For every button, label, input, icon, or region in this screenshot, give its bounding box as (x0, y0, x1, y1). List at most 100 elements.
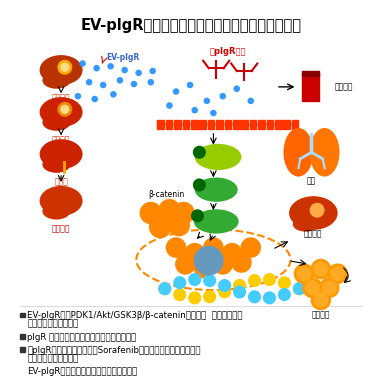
Circle shape (135, 70, 142, 76)
Bar (258, 120, 265, 129)
Text: P: P (197, 182, 202, 188)
Ellipse shape (40, 186, 83, 216)
Circle shape (233, 285, 246, 299)
Text: EV-plgR: EV-plgR (106, 53, 139, 62)
Ellipse shape (42, 156, 70, 173)
Text: 肝癌早期: 肝癌早期 (52, 135, 70, 144)
Ellipse shape (40, 139, 83, 169)
Bar (174, 120, 181, 129)
Circle shape (203, 290, 216, 303)
Bar (302, 71, 310, 76)
Circle shape (93, 65, 100, 71)
Circle shape (193, 179, 206, 191)
Circle shape (191, 107, 198, 114)
Bar (312, 71, 319, 76)
Ellipse shape (293, 217, 319, 232)
Text: 轉移: 轉移 (307, 177, 316, 186)
Ellipse shape (40, 97, 83, 127)
Circle shape (278, 288, 291, 301)
Circle shape (311, 290, 331, 310)
Text: EV-plgR是潛在的肝癌生物標記和治療靶點: EV-plgR是潛在的肝癌生物標記和治療靶點 (27, 367, 138, 376)
Text: 腫瘤生長: 腫瘤生長 (304, 229, 323, 238)
Bar (20, 334, 25, 339)
Circle shape (107, 63, 114, 70)
Bar (225, 120, 231, 129)
Circle shape (158, 199, 181, 221)
Text: 生物標記: 生物標記 (335, 82, 353, 91)
Circle shape (222, 243, 242, 264)
Bar (292, 120, 298, 129)
Circle shape (313, 293, 328, 307)
Circle shape (263, 291, 276, 305)
Circle shape (188, 273, 201, 286)
Circle shape (278, 276, 291, 289)
Circle shape (122, 67, 128, 73)
Circle shape (218, 279, 231, 292)
Text: Akt1: Akt1 (207, 185, 229, 194)
Bar (208, 120, 215, 129)
Ellipse shape (195, 177, 238, 202)
Text: 抗plgR抗體聯合索拉菲尼（Sorafenib）較單獨使用索拉菲尼能更: 抗plgR抗體聯合索拉菲尼（Sorafenib）較單獨使用索拉菲尼能更 (27, 346, 201, 355)
Bar (242, 120, 248, 129)
Circle shape (100, 82, 106, 88)
Circle shape (91, 96, 98, 102)
Bar (191, 120, 197, 129)
Text: 抗plgR抗體: 抗plgR抗體 (209, 47, 246, 56)
Circle shape (158, 282, 171, 295)
Bar (216, 120, 223, 129)
Circle shape (166, 102, 173, 109)
Circle shape (240, 237, 261, 258)
Text: plgR 在肝癌病人循環細胞外囊泡中表達升高: plgR 在肝癌病人循環細胞外囊泡中表達升高 (27, 333, 137, 342)
Ellipse shape (40, 55, 83, 85)
Bar (182, 120, 189, 129)
Circle shape (139, 202, 162, 224)
Bar (20, 368, 25, 373)
Bar (267, 120, 273, 129)
Circle shape (302, 277, 323, 298)
Circle shape (322, 280, 337, 295)
Circle shape (311, 259, 331, 279)
Circle shape (305, 280, 320, 295)
Bar (20, 347, 25, 352)
Text: 正常肝臟: 正常肝臟 (52, 224, 70, 233)
Ellipse shape (194, 209, 239, 233)
Ellipse shape (42, 114, 70, 131)
Circle shape (184, 243, 205, 264)
Circle shape (218, 285, 231, 299)
Circle shape (248, 290, 261, 303)
Circle shape (330, 266, 345, 281)
Circle shape (293, 282, 306, 296)
Circle shape (203, 274, 216, 287)
Circle shape (194, 258, 215, 278)
Circle shape (219, 93, 226, 100)
Circle shape (294, 264, 314, 284)
Bar (312, 73, 319, 101)
Ellipse shape (195, 144, 242, 170)
Circle shape (172, 202, 195, 224)
Bar (275, 120, 282, 129)
Bar (302, 73, 310, 101)
Circle shape (149, 216, 171, 238)
Circle shape (147, 79, 154, 85)
Circle shape (234, 85, 240, 92)
Text: EV-plgR是肝癌診斷和治療的潛在生物標記及靶點: EV-plgR是肝癌診斷和治療的潛在生物標記及靶點 (80, 18, 301, 33)
Circle shape (149, 68, 156, 74)
Circle shape (79, 60, 86, 67)
Text: 性和肝癌細胞腫瘤特性: 性和肝癌細胞腫瘤特性 (27, 320, 79, 329)
Text: P: P (197, 150, 202, 155)
Circle shape (173, 88, 179, 95)
Circle shape (187, 82, 193, 88)
Circle shape (173, 288, 186, 301)
Ellipse shape (42, 72, 70, 89)
Text: EV-plgR激活PDK1/Akt/GSK3β/β-catenin信號軸，  促進了腫瘤幹: EV-plgR激活PDK1/Akt/GSK3β/β-catenin信號軸， 促進… (27, 311, 243, 320)
Circle shape (231, 252, 252, 273)
Circle shape (131, 81, 137, 87)
Circle shape (313, 262, 328, 276)
Ellipse shape (42, 203, 70, 220)
Circle shape (110, 91, 117, 98)
Circle shape (175, 254, 195, 275)
Circle shape (58, 102, 72, 117)
Circle shape (193, 146, 206, 159)
Circle shape (117, 77, 123, 83)
Bar (283, 120, 290, 129)
